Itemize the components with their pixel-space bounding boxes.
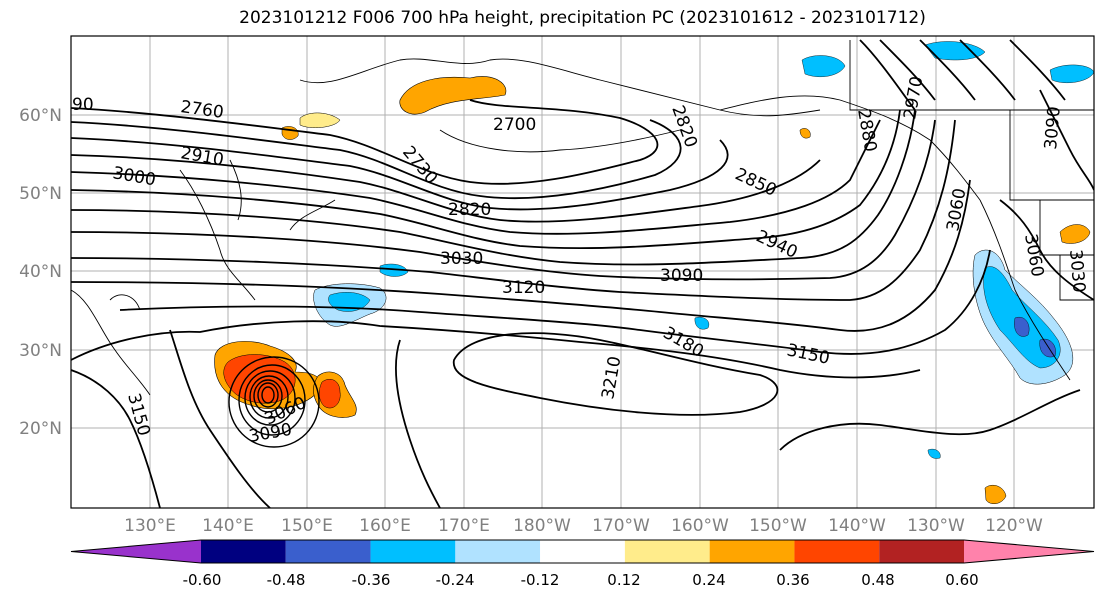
precip-negative-patch (379, 263, 409, 277)
precip-positive-patch (984, 485, 1007, 504)
contour-label: 3030 (440, 249, 483, 269)
colorbar-tick-label: 0.36 (776, 571, 809, 589)
lon-label: 160°W (671, 516, 729, 536)
precip-positive-patch (319, 379, 341, 409)
lon-label: 120°W (985, 516, 1043, 536)
colorbar-tick-label: -0.48 (267, 571, 306, 589)
lon-label: 170°E (438, 516, 490, 536)
contour-label: 2700 (493, 115, 536, 135)
precip-negative-patch (927, 448, 941, 459)
colorbar-extend-low (71, 540, 201, 563)
lon-label: 160°E (359, 516, 411, 536)
typhoon-contours (228, 356, 320, 448)
precip-positive-patch (299, 112, 341, 128)
lat-label: 40°N (19, 262, 62, 282)
lon-label: 180°W (513, 516, 571, 536)
precip-positive-patch (1059, 224, 1091, 244)
height-contours (71, 39, 1094, 508)
precip-negative-patch (1014, 316, 1030, 337)
colorbar-segment (624, 540, 710, 563)
colorbar-tick-label: 0.24 (692, 571, 725, 589)
colorbar-tick-label: -0.24 (436, 571, 475, 589)
colorbar-tick-label: 0.48 (861, 571, 894, 589)
colorbar-extend-high (964, 540, 1094, 563)
lon-axis-labels: 130°E 140°E 150°E 160°E 170°E 180°W 170°… (124, 516, 1043, 536)
lon-label: 140°W (828, 516, 886, 536)
lat-label: 20°N (19, 419, 62, 439)
contour-label: 2820 (448, 200, 491, 220)
contour-label: 3030 (1065, 249, 1089, 294)
map-border (70, 35, 1095, 509)
colorbar-tick-label: 0.12 (607, 571, 640, 589)
colorbar-tick-label: -0.60 (183, 571, 222, 589)
contour-label: 3090 (660, 266, 703, 286)
colorbar-tick-label: -0.12 (521, 571, 560, 589)
lon-label: 150°E (281, 516, 333, 536)
colorbar-segment (285, 540, 371, 563)
lat-label: 30°N (19, 341, 62, 361)
colorbar-segment (370, 540, 456, 563)
precip-negative-patch (801, 55, 846, 77)
colorbar-outline (70, 539, 1095, 564)
precip-positive-patch (799, 128, 811, 139)
colorbar-segment (879, 540, 964, 563)
colorbar-tick-label: -0.36 (352, 571, 391, 589)
colorbar-tick-label: 0.60 (945, 571, 978, 589)
figure-title: 2023101212 F006 700 hPa height, precipit… (239, 8, 926, 28)
lon-label: 140°E (202, 516, 254, 536)
precip-positive-patch (399, 76, 507, 115)
map-area (71, 36, 1094, 508)
colorbar-tick-labels: -0.60 -0.48 -0.36 -0.24 -0.12 0.12 0.24 … (183, 571, 979, 589)
lon-label: 150°W (749, 516, 807, 536)
contour-label: 90 (72, 95, 94, 115)
contour-label: 3090 (1041, 106, 1065, 151)
lat-label: 50°N (19, 184, 62, 204)
contour-label: 3120 (502, 278, 545, 298)
precip-negative-patch (328, 292, 371, 312)
lon-label: 130°W (907, 516, 965, 536)
colorbar (70, 539, 1095, 564)
precip-negative-patch (924, 41, 986, 61)
colorbar-segment (455, 540, 541, 563)
colorbar-segment (540, 540, 625, 563)
precip-negative-patch (694, 316, 710, 330)
lat-label: 60°N (19, 106, 62, 126)
colorbar-segment (794, 540, 880, 563)
coastlines (71, 40, 1094, 396)
colorbar-segment (709, 540, 795, 563)
lon-label: 170°W (592, 516, 650, 536)
lat-axis-labels: 60°N 50°N 40°N 30°N 20°N (19, 106, 62, 439)
lon-label: 130°E (124, 516, 176, 536)
colorbar-segment (201, 540, 286, 563)
